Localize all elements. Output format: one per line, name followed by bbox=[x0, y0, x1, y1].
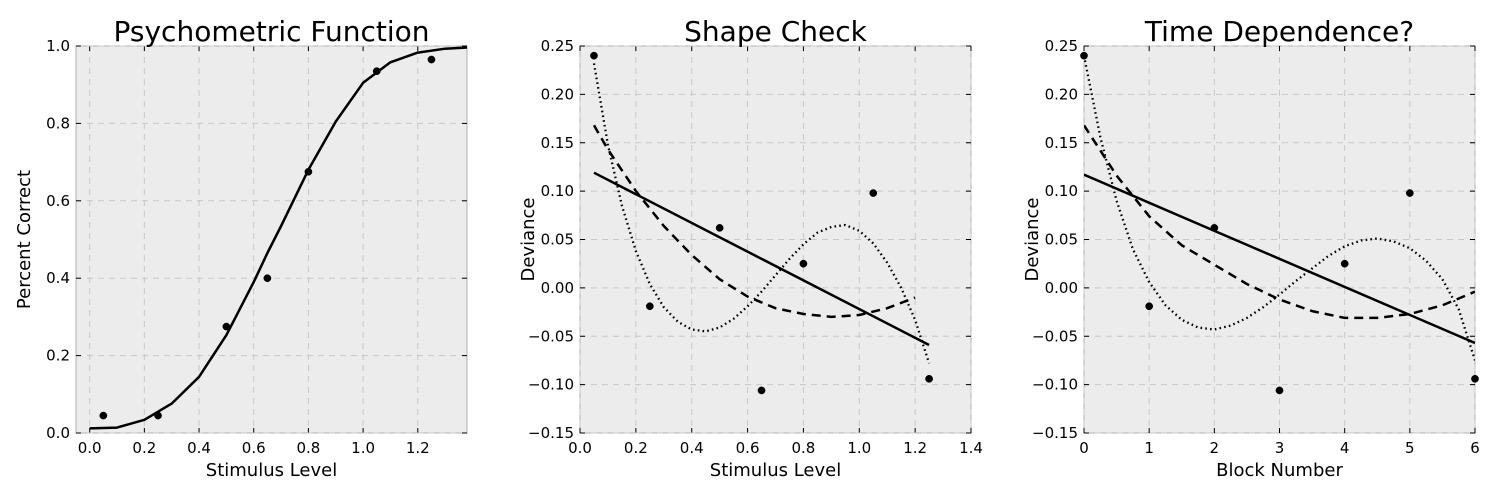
x-tick-label: 1.0 bbox=[351, 439, 375, 457]
y-tick-label: 0.15 bbox=[541, 134, 574, 152]
data-point bbox=[799, 259, 808, 268]
y-tick-label: −0.05 bbox=[528, 327, 574, 345]
y-tick-label: 0.10 bbox=[541, 182, 574, 200]
data-point bbox=[1405, 189, 1414, 197]
data-point bbox=[1471, 374, 1479, 383]
y-tick-label: 0.6 bbox=[46, 192, 70, 210]
y-tick-label: 0.00 bbox=[541, 279, 574, 297]
x-tick-label: 0.0 bbox=[78, 439, 102, 457]
y-axis-label: Percent Correct bbox=[14, 170, 35, 309]
data-point bbox=[645, 302, 654, 311]
y-tick-label: 0.25 bbox=[1045, 37, 1078, 55]
data-point bbox=[154, 411, 162, 420]
x-tick-label: 0.6 bbox=[736, 439, 760, 457]
y-tick-label: 0.8 bbox=[46, 114, 70, 132]
data-point bbox=[222, 322, 231, 331]
data-point bbox=[715, 224, 724, 232]
data-point bbox=[1080, 51, 1088, 60]
x-tick-label: 0.0 bbox=[568, 439, 592, 457]
chart-panel-1: 0.0 0.2 0.4 0.6 0.8 1.0 1.2 0.0 0.2 0.4 0.6 0.8 1.0 P… bbox=[14, 15, 468, 481]
fit-curve-dashed bbox=[592, 124, 916, 319]
y-tick-label: −0.15 bbox=[528, 424, 574, 442]
chart-panel-2: 0.0 0.2 0.4 0.6 0.8 1.0 1.2 1.4 −0.15 −0.10 −0.05 0… bbox=[518, 15, 983, 481]
fit-curve-solid bbox=[593, 171, 930, 347]
fit-curve-dotted bbox=[592, 63, 931, 364]
y-axis-label: Deviance bbox=[1022, 198, 1043, 282]
x-tick-label: 1 bbox=[1144, 439, 1154, 457]
data-point bbox=[99, 411, 108, 420]
y-tick-label: −0.15 bbox=[1032, 424, 1078, 442]
plot-area bbox=[75, 45, 468, 434]
x-tick-label: 2 bbox=[1210, 439, 1220, 457]
data-point bbox=[372, 67, 381, 76]
x-tick-label: 0.4 bbox=[187, 439, 211, 457]
y-tick-label: 0.05 bbox=[1045, 231, 1078, 249]
x-axis-label: Stimulus Level bbox=[206, 460, 337, 481]
y-tick-label: 0.00 bbox=[1045, 279, 1078, 297]
x-axis-label: Block Number bbox=[1216, 460, 1343, 481]
plot-area bbox=[579, 45, 972, 434]
x-axis-label: Stimulus Level bbox=[710, 460, 841, 481]
x-tick-label: 0.2 bbox=[624, 439, 648, 457]
chart-panel-3: 0 1 2 3 4 5 6 −0.15 −0.10 −0.05 0.00 0.05 0.10 0.15 0.… bbox=[1022, 15, 1480, 481]
x-tick-label: 0.4 bbox=[680, 439, 704, 457]
x-tick-label: 4 bbox=[1340, 439, 1350, 457]
y-tick-label: −0.10 bbox=[528, 376, 574, 394]
data-point bbox=[757, 386, 766, 395]
data-point bbox=[427, 55, 436, 64]
x-tick-label: 1.2 bbox=[903, 439, 927, 457]
y-tick-label: 0.0 bbox=[46, 424, 70, 442]
chart-title: Shape Check bbox=[684, 15, 867, 48]
y-tick-label: 1.0 bbox=[46, 37, 70, 55]
fit-curve-dotted bbox=[1084, 55, 1475, 361]
fit-curve-solid bbox=[89, 46, 467, 430]
y-tick-label: 0.4 bbox=[46, 269, 70, 287]
data-point bbox=[925, 374, 933, 383]
data-point bbox=[590, 51, 598, 60]
data-point bbox=[1340, 259, 1349, 268]
y-axis-label: Deviance bbox=[518, 198, 539, 282]
y-tick-label: −0.10 bbox=[1032, 376, 1078, 394]
chart-title: Psychometric Function bbox=[114, 15, 430, 48]
x-tick-label: 0.6 bbox=[242, 439, 266, 457]
y-tick-label: 0.05 bbox=[541, 231, 574, 249]
x-tick-label: 0.2 bbox=[132, 439, 156, 457]
data-point bbox=[869, 189, 878, 197]
x-tick-label: 0.8 bbox=[296, 439, 320, 457]
x-tick-label: 1.0 bbox=[847, 439, 871, 457]
fit-curve-solid bbox=[1084, 173, 1475, 345]
x-tick-label: 5 bbox=[1405, 439, 1415, 457]
data-point bbox=[263, 274, 272, 283]
fit-curve-dashed bbox=[1084, 124, 1475, 320]
y-tick-label: 0.20 bbox=[1045, 85, 1078, 103]
data-point bbox=[1275, 386, 1284, 395]
y-tick-label: 0.20 bbox=[541, 85, 574, 103]
x-tick-label: 3 bbox=[1275, 439, 1285, 457]
y-tick-label: 0.15 bbox=[1045, 134, 1078, 152]
y-tick-label: 0.25 bbox=[541, 37, 574, 55]
data-point bbox=[1145, 302, 1154, 311]
x-tick-label: 0 bbox=[1079, 439, 1089, 457]
data-point bbox=[1210, 224, 1219, 232]
y-tick-label: −0.05 bbox=[1032, 327, 1078, 345]
y-tick-label: 0.2 bbox=[46, 347, 70, 365]
y-tick-label: 0.10 bbox=[1045, 182, 1078, 200]
data-point bbox=[304, 167, 313, 176]
x-tick-label: 0.8 bbox=[791, 439, 815, 457]
x-tick-label: 1.4 bbox=[959, 439, 983, 457]
x-tick-label: 6 bbox=[1470, 439, 1480, 457]
x-tick-label: 1.2 bbox=[406, 439, 430, 457]
chart-title: Time Dependence? bbox=[1144, 15, 1414, 48]
